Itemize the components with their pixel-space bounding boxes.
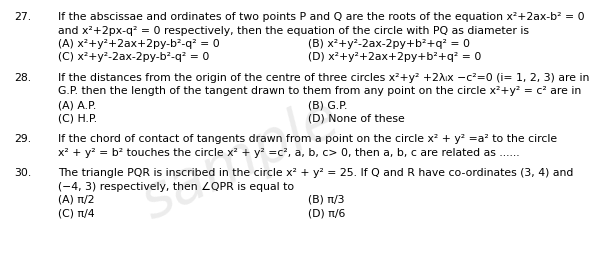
Text: If the abscissae and ordinates of two points P and Q are the roots of the equati: If the abscissae and ordinates of two po… (58, 12, 585, 22)
Text: If the distances from the origin of the centre of three circles x²+y² +2λᵢx −c²=: If the distances from the origin of the … (58, 73, 589, 83)
Text: (C) x²+y²-2ax-2py-b²-q² = 0: (C) x²+y²-2ax-2py-b²-q² = 0 (58, 53, 209, 63)
Text: and x²+2px-q² = 0 respectively, then the equation of the circle with PQ as diame: and x²+2px-q² = 0 respectively, then the… (58, 25, 529, 35)
Text: (C) π/4: (C) π/4 (58, 209, 95, 219)
Text: (B) π/3: (B) π/3 (308, 195, 345, 205)
Text: x² + y² = b² touches the circle x² + y² =c², a, b, c> 0, then a, b, c are relate: x² + y² = b² touches the circle x² + y² … (58, 147, 519, 158)
Text: (B) x²+y²-2ax-2py+b²+q² = 0: (B) x²+y²-2ax-2py+b²+q² = 0 (308, 39, 470, 49)
Text: (A) π/2: (A) π/2 (58, 195, 94, 205)
Text: 28.: 28. (14, 73, 31, 83)
Text: (D) None of these: (D) None of these (308, 114, 405, 124)
Text: (A) A.P.: (A) A.P. (58, 100, 96, 110)
Text: sample: sample (132, 89, 348, 231)
Text: (C) H.P.: (C) H.P. (58, 114, 97, 124)
Text: 27.: 27. (14, 12, 31, 22)
Text: (D) x²+y²+2ax+2py+b²+q² = 0: (D) x²+y²+2ax+2py+b²+q² = 0 (308, 53, 482, 63)
Text: If the chord of contact of tangents drawn from a point on the circle x² + y² =a²: If the chord of contact of tangents draw… (58, 134, 557, 144)
Text: G.P. then the length of the tangent drawn to them from any point on the circle x: G.P. then the length of the tangent draw… (58, 86, 581, 96)
Text: 29.: 29. (14, 134, 31, 144)
Text: (A) x²+y²+2ax+2py-b²-q² = 0: (A) x²+y²+2ax+2py-b²-q² = 0 (58, 39, 220, 49)
Text: (D) π/6: (D) π/6 (308, 209, 345, 219)
Text: 30.: 30. (14, 168, 31, 178)
Text: (−4, 3) respectively, then ∠QPR is equal to: (−4, 3) respectively, then ∠QPR is equal… (58, 181, 294, 191)
Text: (B) G.P.: (B) G.P. (308, 100, 347, 110)
Text: The triangle PQR is inscribed in the circle x² + y² = 25. If Q and R have co-ord: The triangle PQR is inscribed in the cir… (58, 168, 573, 178)
